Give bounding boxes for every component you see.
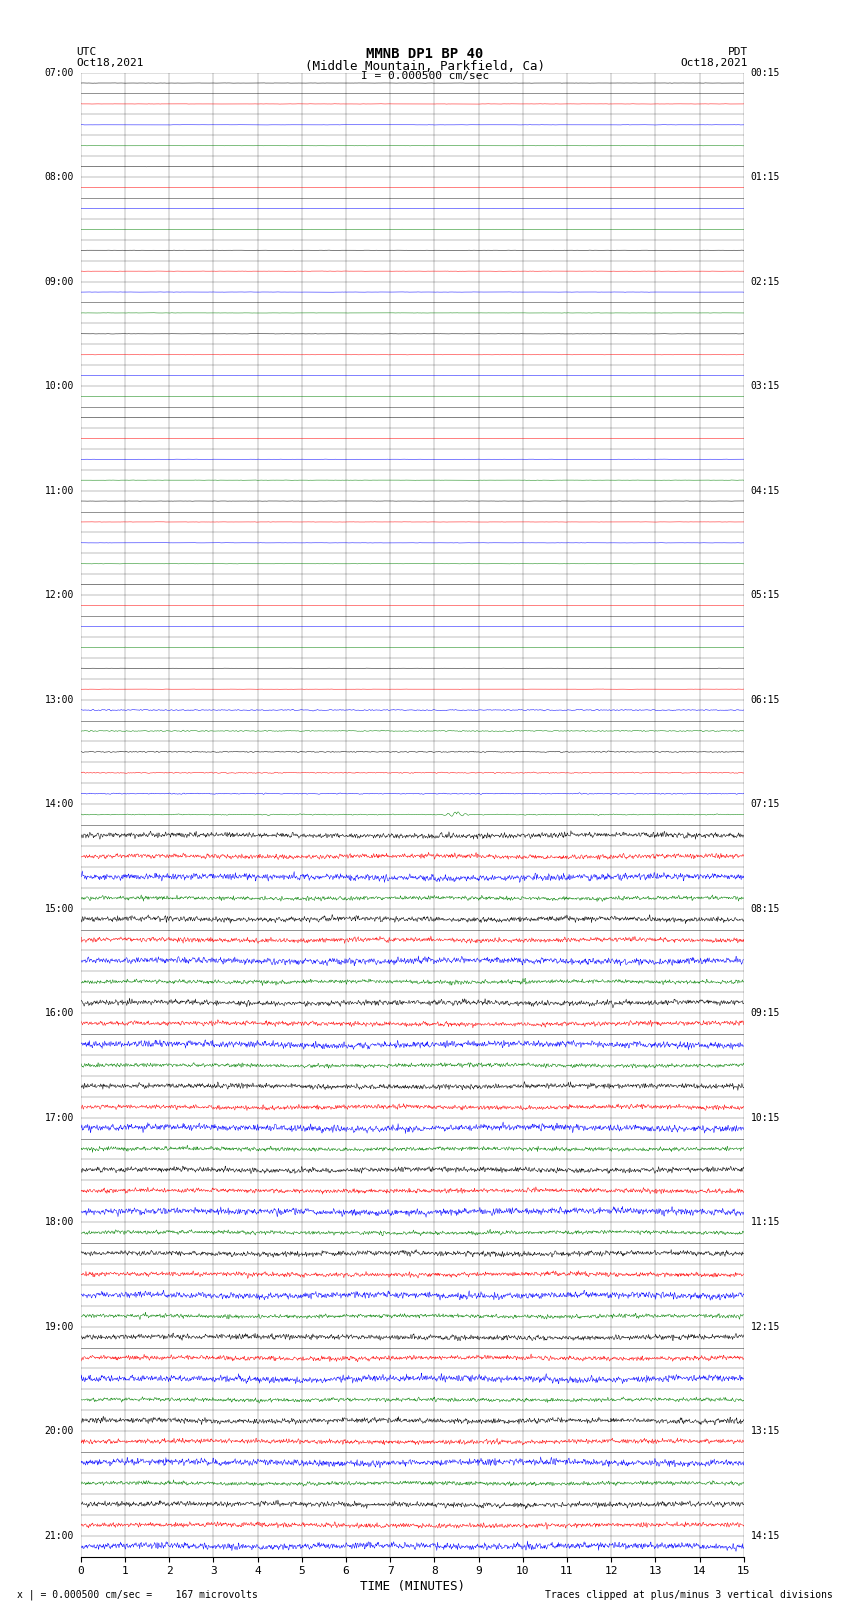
- X-axis label: TIME (MINUTES): TIME (MINUTES): [360, 1581, 465, 1594]
- Text: 16:00: 16:00: [45, 1008, 74, 1018]
- Text: 12:00: 12:00: [45, 590, 74, 600]
- Text: 08:00: 08:00: [45, 173, 74, 182]
- Text: PDT
Oct18,2021: PDT Oct18,2021: [681, 47, 748, 68]
- Text: (Middle Mountain, Parkfield, Ca): (Middle Mountain, Parkfield, Ca): [305, 60, 545, 73]
- Text: 09:15: 09:15: [751, 1008, 779, 1018]
- Text: Traces clipped at plus/minus 3 vertical divisions: Traces clipped at plus/minus 3 vertical …: [545, 1590, 833, 1600]
- Text: 05:15: 05:15: [751, 590, 779, 600]
- Text: 10:00: 10:00: [45, 381, 74, 390]
- Text: 02:15: 02:15: [751, 276, 779, 287]
- Text: 11:15: 11:15: [751, 1218, 779, 1227]
- Text: 21:00: 21:00: [45, 1531, 74, 1540]
- Text: 18:00: 18:00: [45, 1218, 74, 1227]
- Text: I = 0.000500 cm/sec: I = 0.000500 cm/sec: [361, 71, 489, 81]
- Text: 08:15: 08:15: [751, 903, 779, 913]
- Text: 12:15: 12:15: [751, 1321, 779, 1332]
- Text: 14:15: 14:15: [751, 1531, 779, 1540]
- Text: 13:15: 13:15: [751, 1426, 779, 1436]
- Text: 00:15: 00:15: [751, 68, 779, 77]
- Text: 01:15: 01:15: [751, 173, 779, 182]
- Text: 19:00: 19:00: [45, 1321, 74, 1332]
- Text: 07:15: 07:15: [751, 798, 779, 810]
- Text: 04:15: 04:15: [751, 486, 779, 495]
- Text: 20:00: 20:00: [45, 1426, 74, 1436]
- Text: 03:15: 03:15: [751, 381, 779, 390]
- Text: 11:00: 11:00: [45, 486, 74, 495]
- Text: MMNB DP1 BP 40: MMNB DP1 BP 40: [366, 47, 484, 61]
- Text: UTC
Oct18,2021: UTC Oct18,2021: [76, 47, 144, 68]
- Text: 13:00: 13:00: [45, 695, 74, 705]
- Text: 06:15: 06:15: [751, 695, 779, 705]
- Text: 14:00: 14:00: [45, 798, 74, 810]
- Text: x | = 0.000500 cm/sec =    167 microvolts: x | = 0.000500 cm/sec = 167 microvolts: [17, 1589, 258, 1600]
- Text: 09:00: 09:00: [45, 276, 74, 287]
- Text: 17:00: 17:00: [45, 1113, 74, 1123]
- Text: 15:00: 15:00: [45, 903, 74, 913]
- Text: 07:00: 07:00: [45, 68, 74, 77]
- Text: 10:15: 10:15: [751, 1113, 779, 1123]
